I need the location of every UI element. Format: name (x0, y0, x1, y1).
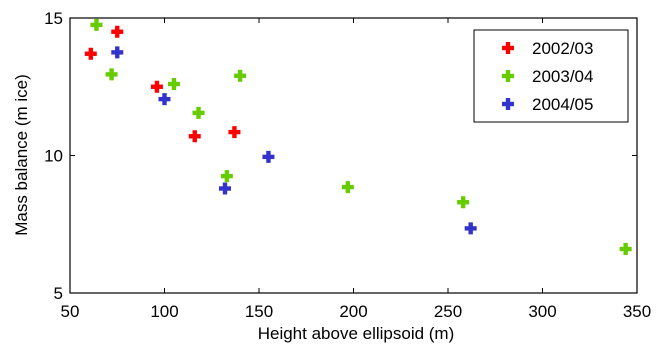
point-2002-03 (111, 25, 124, 38)
x-tick-label: 250 (434, 302, 462, 321)
point-2004-05 (111, 46, 124, 59)
point-2003-04 (619, 243, 632, 255)
plus-marker-v (192, 130, 197, 143)
y-axis-label: Mass balance (m ice) (12, 74, 31, 236)
x-tick-label: 150 (245, 302, 273, 321)
y-tick-label: 5 (54, 284, 63, 303)
point-2004-05 (464, 222, 477, 235)
legend-label: 2002/03 (532, 39, 593, 58)
plus-marker-v (115, 46, 120, 59)
plus-marker-v (115, 25, 120, 38)
x-tick-label: 200 (339, 302, 367, 321)
plus-marker-v (468, 222, 473, 235)
legend-label: 2004/05 (532, 95, 593, 114)
plus-marker-v (196, 106, 201, 119)
legend-marker-2002-03 (502, 42, 514, 54)
point-2003-04 (220, 170, 233, 183)
y-tick-label: 15 (44, 9, 63, 28)
point-2002-03 (84, 47, 97, 60)
point-2003-04 (192, 106, 205, 119)
x-tick-label: 350 (623, 302, 651, 321)
plus-marker-v (505, 98, 511, 110)
legend-marker-2003-04 (502, 70, 514, 82)
plus-marker-v (623, 243, 628, 255)
plus-marker-v (109, 68, 114, 81)
x-axis-ticks: 50 100 150 200 250 300 350 (61, 18, 651, 321)
point-2003-04 (167, 78, 180, 90)
y-tick-label: 10 (44, 147, 63, 166)
point-2003-04 (457, 196, 470, 209)
legend: 2002/03 2003/04 2004/05 (473, 29, 629, 123)
plus-marker-v (460, 196, 466, 209)
point-2003-04 (90, 18, 103, 31)
point-2004-05 (262, 150, 275, 163)
legend-label: 2003/04 (532, 67, 593, 86)
plus-marker-v (88, 47, 93, 60)
point-2002-03 (188, 130, 201, 143)
plus-marker-v (232, 126, 237, 139)
legend-marker-2004-05 (502, 98, 514, 110)
point-2004-05 (158, 93, 171, 106)
data-points (84, 18, 632, 255)
plus-marker-v (237, 69, 243, 82)
x-axis-label: Height above ellipsoid (m) (258, 324, 455, 343)
plus-marker-v (154, 80, 160, 93)
point-2003-04 (234, 69, 247, 82)
plus-marker-v (171, 78, 177, 90)
point-2003-04 (341, 181, 354, 194)
plus-marker-v (266, 150, 271, 163)
x-tick-label: 100 (150, 302, 178, 321)
plus-marker-v (162, 93, 167, 106)
x-tick-label: 300 (528, 302, 556, 321)
plus-marker-v (94, 18, 99, 31)
point-2003-04 (105, 68, 118, 81)
plus-marker-v (224, 170, 230, 183)
point-2004-05 (218, 182, 231, 195)
point-2002-03 (150, 80, 163, 93)
plus-marker-v (505, 42, 511, 54)
x-tick-label: 50 (61, 302, 80, 321)
plus-marker-v (345, 181, 351, 194)
plus-marker-v (505, 70, 511, 82)
point-2002-03 (228, 126, 241, 139)
y-axis-ticks: 5 10 15 (44, 9, 637, 303)
plus-marker-v (222, 182, 228, 195)
legend-box (473, 29, 629, 123)
